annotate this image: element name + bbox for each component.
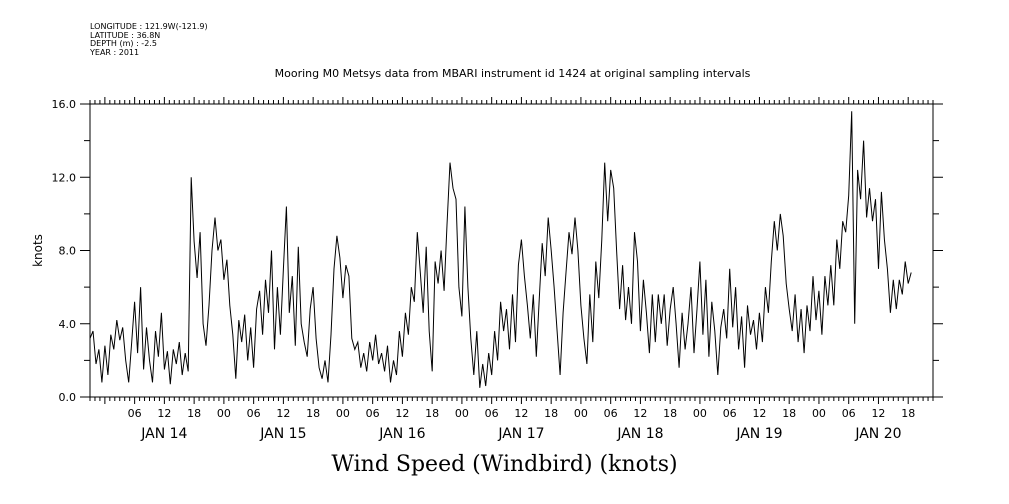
- x-tick-label: 00: [217, 407, 231, 420]
- longitude-text: LONGITUDE : 121.9W(-121.9): [90, 22, 208, 31]
- chart-title: Mooring M0 Metsys data from MBARI instru…: [274, 67, 751, 80]
- metadata-block: LONGITUDE : 121.9W(-121.9) LATITUDE : 36…: [90, 22, 208, 57]
- y-tick-label: 16.0: [52, 98, 77, 111]
- x-tick-label: 12: [752, 407, 766, 420]
- x-tick-label: 00: [574, 407, 588, 420]
- x-tick-label: 00: [336, 407, 350, 420]
- x-day-label: JAN 20: [854, 426, 901, 442]
- y-tick-label: 4.0: [59, 318, 77, 331]
- x-tick-label: 12: [633, 407, 647, 420]
- plot-frame: [89, 103, 934, 398]
- y-axis-label: knots: [31, 234, 45, 267]
- x-tick-label: 12: [514, 407, 528, 420]
- x-tick-label: 18: [187, 407, 201, 420]
- x-tick-label: 18: [782, 407, 796, 420]
- y-tick-label: 12.0: [52, 171, 77, 184]
- x-tick-label: 00: [693, 407, 707, 420]
- depth-text: DEPTH (m) : -2.5: [90, 39, 157, 49]
- y-tick-label: 0.0: [59, 391, 77, 404]
- x-tick-label: 18: [663, 407, 677, 420]
- x-tick-label: 18: [544, 407, 558, 420]
- x-tick-label: 00: [455, 407, 469, 420]
- series-line: [89, 111, 912, 388]
- x-tick-label: 06: [247, 407, 261, 420]
- x-day-label: JAN 17: [497, 426, 544, 442]
- x-day-label: JAN 19: [735, 426, 782, 442]
- x-day-label: JAN 16: [378, 426, 425, 442]
- x-tick-label: 12: [157, 407, 171, 420]
- variable-title: Wind Speed (Windbird) (knots): [331, 452, 678, 477]
- x-tick-label: 06: [366, 407, 380, 420]
- year-text: YEAR : 2011: [90, 47, 140, 57]
- x-tick-label: 12: [871, 407, 885, 420]
- x-tick-label: 00: [812, 407, 826, 420]
- x-tick-label: 18: [306, 407, 320, 420]
- x-tick-label: 18: [901, 407, 915, 420]
- x-tick-label: 06: [842, 407, 856, 420]
- x-tick-label: 12: [276, 407, 290, 420]
- x-tick-label: 06: [485, 407, 499, 420]
- y-tick-label: 8.0: [59, 245, 77, 258]
- x-tick-label: 12: [395, 407, 409, 420]
- x-tick-label: 18: [425, 407, 439, 420]
- x-day-label: JAN 18: [616, 426, 663, 442]
- x-tick-label: 06: [128, 407, 142, 420]
- x-day-label: JAN 15: [259, 426, 306, 442]
- x-day-label: JAN 14: [140, 426, 187, 442]
- x-tick-label: 06: [723, 407, 737, 420]
- latitude-text: LATITUDE : 36.8N: [90, 30, 161, 40]
- x-tick-label: 06: [604, 407, 618, 420]
